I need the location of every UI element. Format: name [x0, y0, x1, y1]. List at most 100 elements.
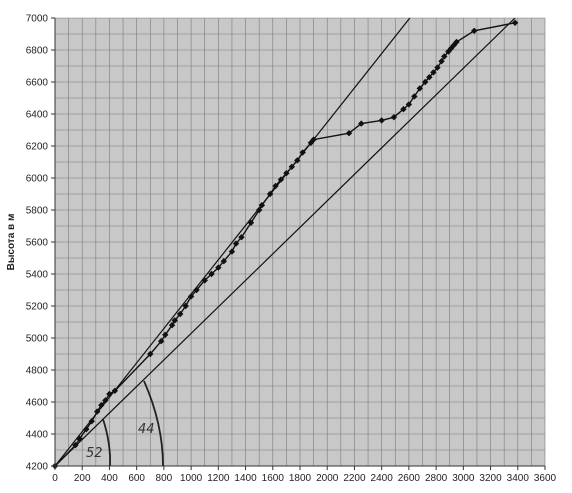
data-point [511, 19, 519, 26]
x-tick-label: 1000 [180, 473, 203, 484]
x-tick-label: 600 [128, 473, 145, 484]
angle-arc-52 [102, 418, 112, 467]
y-tick-label: 6800 [26, 46, 49, 57]
y-tick-label: 5400 [26, 270, 49, 281]
data-point [358, 120, 365, 127]
data-point [255, 206, 263, 214]
data-point [215, 264, 222, 271]
data-point [430, 69, 437, 76]
x-tick-label: 2600 [398, 473, 421, 484]
data-point [232, 240, 240, 247]
data-point [88, 418, 95, 425]
grid [54, 17, 546, 467]
data-series [51, 19, 519, 470]
x-tick-label: 1600 [262, 473, 285, 484]
data-point [171, 317, 178, 324]
data-point [441, 53, 448, 60]
data-point [201, 277, 208, 284]
y-axis-title: Высота в м [6, 214, 17, 271]
axes: 0 200 400 600 800 1000 1200 1400 1600 1800 2000 220… [6, 14, 557, 485]
data-point [411, 93, 418, 100]
data-point [310, 136, 317, 143]
data-point [187, 293, 195, 300]
data-point [438, 58, 445, 65]
angle-label-44: 44 [138, 422, 155, 437]
x-tick-label: 2400 [371, 473, 394, 484]
data-point [426, 74, 433, 81]
x-tick-label: 3400 [507, 473, 530, 484]
data-point [400, 106, 407, 113]
x-tick-label: 400 [101, 473, 118, 484]
data-point [106, 390, 113, 398]
x-tick-label: 2800 [425, 473, 448, 484]
data-point [177, 310, 184, 318]
data-point [168, 322, 176, 329]
data-point [277, 176, 285, 183]
data-point [162, 331, 169, 338]
x-tick-label: 2000 [316, 473, 339, 484]
y-tick-label: 4400 [26, 430, 49, 441]
data-point [98, 402, 105, 409]
x-tick-label: 0 [52, 473, 58, 484]
data-point [422, 78, 429, 86]
x-tick-label: 3000 [452, 473, 475, 484]
data-point [450, 42, 458, 49]
data-point [272, 182, 279, 190]
y-tick-label: 4800 [26, 366, 49, 377]
data-point [378, 117, 385, 124]
data-point [390, 114, 398, 121]
data-point [182, 302, 189, 310]
data-point [471, 27, 478, 34]
y-tick-label: 7000 [26, 14, 49, 25]
x-tick-label: 3600 [534, 473, 557, 484]
x-tick-label: 3200 [479, 473, 502, 484]
x-tick-label: 200 [74, 473, 91, 484]
data-point [288, 163, 296, 170]
y-tick-label: 4200 [26, 462, 49, 473]
data-point [220, 258, 227, 265]
data-point [228, 248, 236, 255]
data-point [258, 202, 266, 209]
series-line-1 [54, 22, 516, 467]
data-point [147, 350, 154, 358]
data-point [283, 170, 290, 177]
data-point [83, 426, 90, 433]
x-tick-label: 1400 [234, 473, 257, 484]
data-point [157, 338, 165, 345]
data-point [453, 38, 460, 46]
data-point [247, 219, 255, 226]
x-tick-label: 1200 [207, 473, 230, 484]
reference-line-2 [55, 18, 516, 466]
y-tick-label: 6000 [26, 174, 49, 185]
angle-annotations: 52 44 [86, 380, 164, 467]
y-tick-label: 6200 [26, 142, 49, 153]
y-tick-label: 6600 [26, 78, 49, 89]
y-tick-label: 5800 [26, 206, 49, 217]
data-point [434, 64, 441, 71]
y-tick-label: 5200 [26, 302, 49, 313]
angle-label-52: 52 [86, 446, 103, 461]
data-point [76, 435, 83, 442]
data-point [72, 442, 79, 449]
data-point [111, 387, 119, 394]
y-tick-label: 5000 [26, 334, 49, 345]
y-tick-label: 4600 [26, 398, 49, 409]
x-tick-label: 800 [156, 473, 173, 484]
data-point [294, 157, 301, 164]
data-point [266, 190, 274, 198]
data-point [416, 85, 423, 92]
data-point [93, 408, 101, 415]
data-point [193, 286, 200, 294]
data-point [238, 234, 245, 241]
data-point [208, 270, 215, 278]
data-point [299, 149, 306, 156]
data-point [102, 397, 109, 404]
y-tick-label: 6400 [26, 110, 49, 121]
data-point [405, 101, 413, 108]
x-tick-label: 1800 [289, 473, 312, 484]
y-tick-label: 5600 [26, 238, 49, 249]
data-point [345, 130, 353, 137]
angle-arc-44 [143, 380, 164, 467]
